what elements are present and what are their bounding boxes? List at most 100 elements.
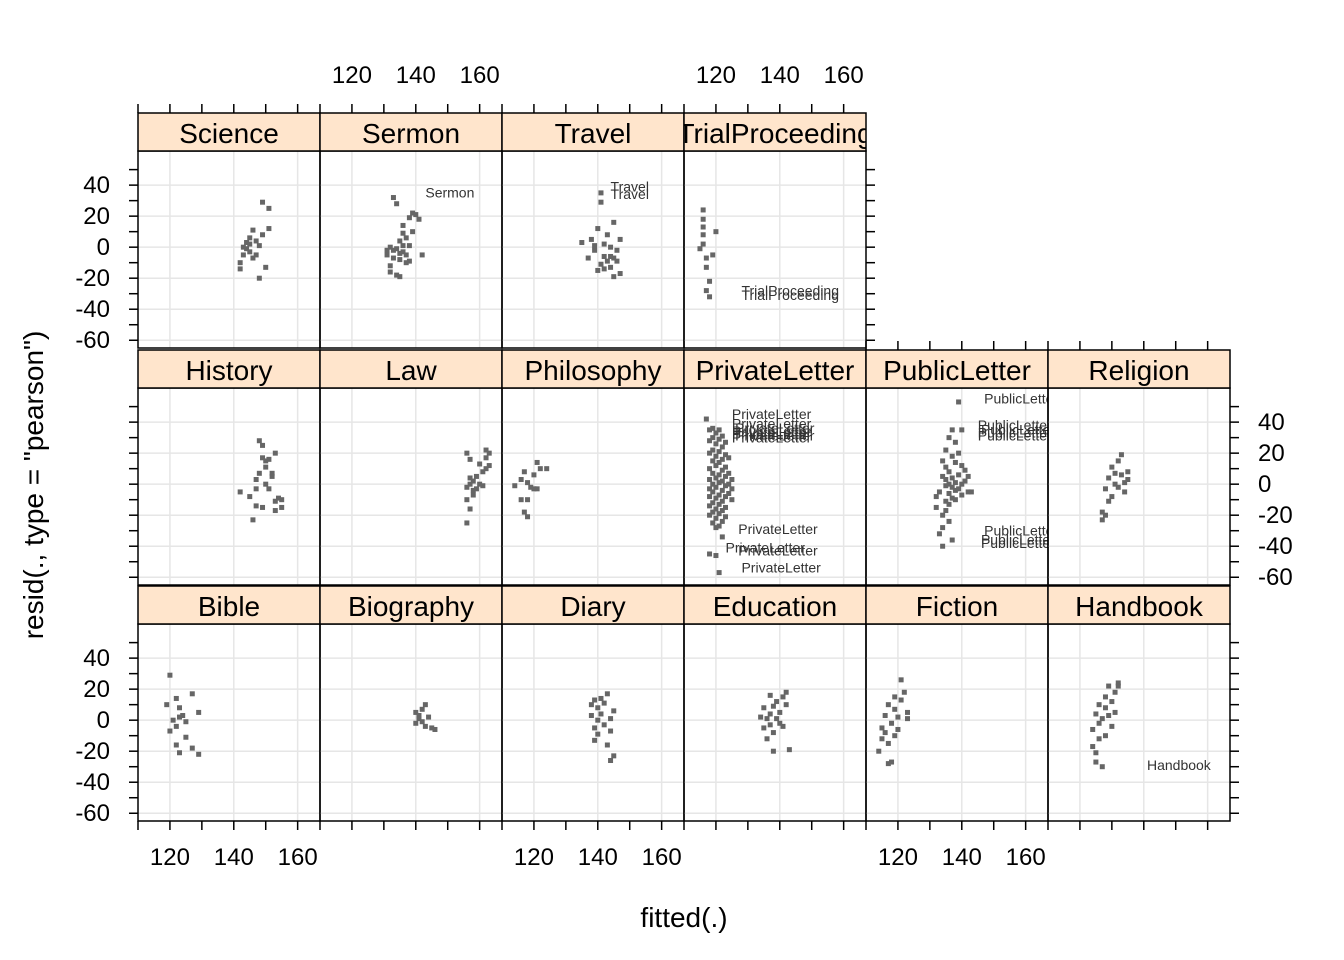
- strip-label: Fiction: [916, 591, 998, 622]
- data-point: [697, 246, 703, 252]
- data-point: [940, 543, 946, 549]
- data-point: [253, 238, 259, 244]
- panel-history: History: [137, 349, 321, 586]
- data-point: [592, 725, 598, 731]
- data-point: [710, 489, 716, 495]
- data-point: [710, 252, 716, 258]
- data-point: [422, 702, 428, 708]
- panel-frame: [1047, 623, 1231, 822]
- data-point: [592, 243, 598, 249]
- data-point: [946, 501, 952, 507]
- panel-philosophy: Philosophy: [501, 349, 685, 586]
- data-point: [1093, 711, 1099, 717]
- strip-background: [501, 112, 685, 152]
- data-point: [952, 480, 958, 486]
- x-tick-label: 120: [332, 62, 372, 89]
- data-point: [189, 745, 195, 751]
- data-point: [419, 252, 425, 258]
- data-point: [183, 734, 189, 740]
- data-point: [260, 442, 266, 448]
- data-point: [1093, 759, 1099, 765]
- data-point: [713, 453, 719, 459]
- x-tick-label: 160: [278, 844, 318, 871]
- data-point: [247, 249, 253, 255]
- outlier-label: Handbook: [1147, 757, 1212, 773]
- data-point: [237, 489, 243, 495]
- y-tick-label: 20: [83, 203, 110, 230]
- data-point: [604, 258, 610, 264]
- panel-privateletter: PrivateLetterPrivateLetterPrivateLetterP…: [683, 349, 867, 586]
- data-point: [885, 702, 891, 708]
- x-tick-label: 160: [460, 62, 500, 89]
- strip-background: [501, 349, 685, 389]
- data-point: [901, 689, 907, 695]
- panel-grid: [502, 388, 684, 585]
- data-point: [710, 470, 716, 476]
- data-point: [956, 450, 962, 456]
- data-point: [256, 275, 262, 281]
- data-point: [707, 466, 713, 472]
- data-point: [882, 713, 888, 719]
- data-point: [1102, 705, 1108, 711]
- data-point: [1118, 472, 1124, 478]
- outlier-labels: PublicLetterPublicLetterPublicLetterPubl…: [978, 391, 1055, 551]
- strip-label: Sermon: [362, 118, 460, 149]
- data-point: [240, 244, 246, 250]
- data-point: [700, 232, 706, 238]
- data-point: [707, 438, 713, 444]
- panel-grid: [138, 151, 320, 348]
- data-point: [1102, 733, 1108, 739]
- data-point: [700, 241, 706, 247]
- outlier-label: PrivateLetter: [726, 539, 806, 555]
- data-point: [250, 255, 256, 261]
- data-point: [965, 473, 971, 479]
- data-point: [598, 190, 604, 196]
- data-point: [1096, 736, 1102, 742]
- data-point: [416, 716, 422, 722]
- data-point: [707, 477, 713, 483]
- data-point: [266, 456, 272, 462]
- data-point: [1115, 458, 1121, 464]
- data-point: [729, 486, 735, 492]
- data-point: [400, 230, 406, 236]
- data-point: [253, 477, 259, 483]
- data-point: [707, 512, 713, 518]
- data-point: [525, 480, 531, 486]
- data-point: [1115, 683, 1121, 689]
- data-point: [700, 207, 706, 213]
- data-points: [703, 416, 735, 576]
- data-point: [601, 700, 607, 706]
- outlier-labels: PrivateLetterPrivateLetterPrivateLetterP…: [726, 406, 822, 576]
- data-point: [1090, 744, 1096, 750]
- data-point: [279, 497, 285, 503]
- strip-label: PublicLetter: [883, 355, 1031, 386]
- data-point: [595, 717, 601, 723]
- data-point: [761, 705, 767, 711]
- data-point: [1125, 469, 1131, 475]
- outlier-label: PublicLetter: [981, 535, 1055, 551]
- y-tick-label: -60: [75, 327, 110, 354]
- data-point: [1106, 713, 1112, 719]
- data-point: [256, 470, 262, 476]
- data-point: [1118, 452, 1124, 458]
- panel-sermon: Sermon Sermon: [319, 112, 503, 349]
- data-point: [713, 515, 719, 521]
- data-point: [1112, 709, 1118, 715]
- x-tick-label: 140: [760, 62, 800, 89]
- data-point: [949, 475, 955, 481]
- data-point: [240, 252, 246, 258]
- data-point: [716, 501, 722, 507]
- x-tick-label: 140: [396, 62, 436, 89]
- data-point: [544, 466, 550, 472]
- data-points: [697, 207, 719, 300]
- data-point: [716, 523, 722, 529]
- data-point: [604, 691, 610, 697]
- data-point: [617, 271, 623, 277]
- data-point: [726, 455, 732, 461]
- outlier-label: PrivateLetter: [732, 429, 812, 445]
- strip-label: Handbook: [1075, 591, 1204, 622]
- data-point: [419, 706, 425, 712]
- strip-background: [683, 349, 867, 389]
- data-point: [719, 456, 725, 462]
